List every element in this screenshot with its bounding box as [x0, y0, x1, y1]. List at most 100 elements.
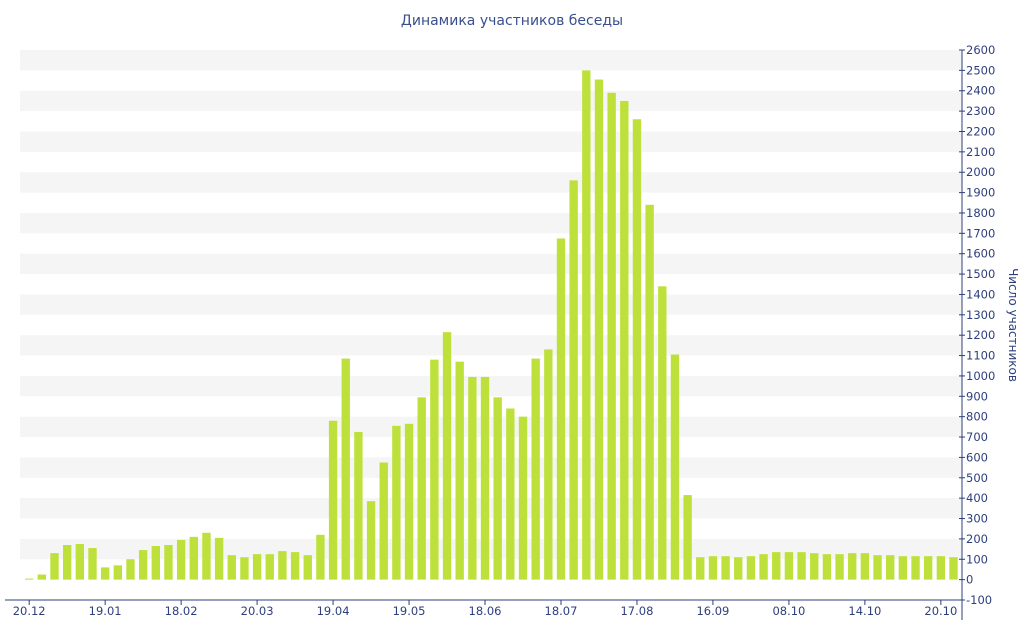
y-tick-label: 1600: [966, 247, 995, 261]
grid-band: [20, 50, 962, 71]
grid-band: [20, 498, 962, 519]
bar: [569, 180, 578, 580]
grid-band: [20, 212, 962, 234]
grid-band: [20, 90, 962, 112]
bar: [772, 552, 781, 580]
x-tick-label: 20.12: [13, 604, 46, 618]
grid-band: [20, 375, 962, 397]
bar: [632, 119, 642, 580]
x-tick-label: 08.10: [772, 604, 805, 618]
bar: [556, 238, 566, 580]
bar: [88, 548, 97, 580]
grid-band: [20, 335, 962, 356]
bar: [518, 416, 528, 580]
bar: [202, 532, 211, 580]
bar: [924, 556, 933, 580]
bar: [100, 567, 110, 580]
bar: [164, 545, 173, 580]
bar: [303, 555, 312, 580]
y-tick-label: 1700: [966, 226, 995, 240]
bar: [721, 556, 730, 580]
grid-band: [20, 172, 962, 193]
bar: [822, 554, 832, 580]
y-tick-label: 1000: [966, 369, 995, 383]
bar: [493, 397, 502, 580]
bar: [328, 420, 338, 580]
bar: [25, 578, 34, 580]
grid-band: [20, 416, 962, 438]
grid-band: [20, 294, 962, 315]
bar: [138, 550, 148, 580]
bar: [189, 536, 198, 580]
bar: [544, 349, 553, 580]
bar: [759, 554, 768, 580]
y-tick-label: 2100: [966, 145, 995, 159]
grid-bands: [20, 50, 962, 560]
bar: [37, 574, 47, 580]
y-tick-label: 1800: [966, 206, 995, 220]
bar: [341, 358, 350, 580]
x-tick-label: 16.09: [696, 604, 729, 618]
y-tick-label: 2400: [966, 84, 995, 98]
x-tick-label: 18.02: [165, 604, 198, 618]
bar: [594, 79, 604, 580]
grid-band: [20, 457, 962, 478]
x-tick-label: 20.03: [241, 604, 274, 618]
grid-band: [20, 131, 962, 152]
bar: [176, 539, 186, 580]
bar: [506, 408, 515, 580]
y-tick-label: 2000: [966, 165, 995, 179]
bar-series: [25, 70, 958, 580]
y-tick-label: 700: [966, 430, 988, 444]
bar: [886, 555, 895, 580]
bar: [290, 552, 300, 580]
bar: [911, 556, 920, 580]
bar: [316, 534, 325, 580]
bar: [50, 553, 59, 580]
bar: [607, 92, 616, 580]
bar: [455, 361, 464, 580]
y-tick-label: 300: [966, 512, 988, 526]
grid-band: [20, 538, 962, 560]
bar: [468, 376, 477, 580]
bar: [278, 551, 287, 580]
bar: [366, 501, 376, 580]
bar: [860, 553, 870, 580]
bar: [784, 552, 794, 580]
x-tick-label: 19.01: [89, 604, 122, 618]
y-tick-label: 0: [966, 573, 973, 587]
y-tick-label: 600: [966, 450, 988, 464]
y-tick-label: 2200: [966, 124, 995, 138]
y-tick-label: 800: [966, 410, 988, 424]
y-tick-label: 200: [966, 532, 988, 546]
y-tick-label: 1400: [966, 287, 995, 301]
bar: [113, 565, 122, 580]
bar: [531, 358, 540, 580]
x-tick-label: 17.08: [620, 604, 653, 618]
bar: [746, 556, 756, 580]
y-tick-label: 100: [966, 552, 988, 566]
bar: [62, 545, 72, 580]
x-tick-label: 20.10: [924, 604, 957, 618]
bar: [417, 397, 426, 580]
bar: [126, 559, 135, 580]
bar: [797, 552, 806, 580]
y-tick-label: 1200: [966, 328, 995, 342]
bar: [670, 354, 680, 580]
bar: [214, 537, 224, 580]
bar: [835, 554, 844, 580]
bar: [658, 286, 667, 580]
y-tick-label: 1300: [966, 308, 995, 322]
y-tick-label: 2600: [966, 43, 995, 57]
bar: [240, 557, 249, 580]
grid-band: [20, 253, 962, 275]
bar: [442, 332, 452, 580]
bar: [645, 204, 654, 580]
y-tick-label: 1500: [966, 267, 995, 281]
x-tick-label: 19.04: [317, 604, 350, 618]
bar: [898, 556, 908, 580]
y-axis-title: Число участников: [1006, 268, 1020, 382]
y-axis: -100 0 100 200 300 400 500 600 700 800 900 1000 1100…: [959, 43, 995, 620]
bar: [151, 546, 160, 580]
x-tick-label: 18.07: [545, 604, 578, 618]
